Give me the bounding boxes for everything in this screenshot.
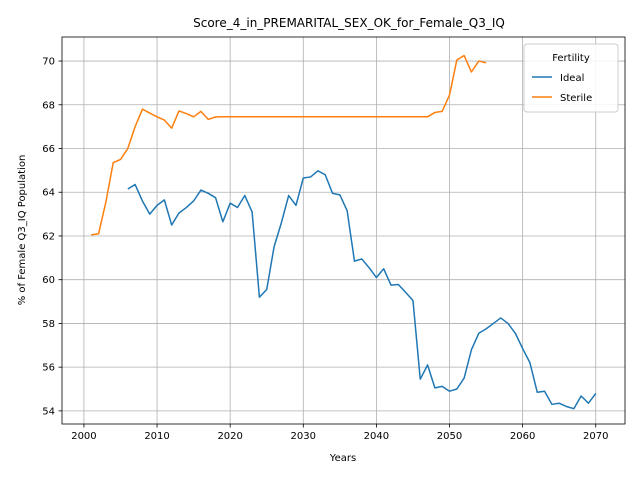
series-line-sterile xyxy=(91,54,487,236)
legend: Fertility Ideal Sterile xyxy=(523,43,619,113)
plot-frame xyxy=(61,36,626,425)
legend-label-sterile: Sterile xyxy=(560,93,592,104)
x-tick-label: 2020 xyxy=(217,431,242,442)
y-tick-label: 58 xyxy=(42,319,55,330)
legend-title: Fertility xyxy=(552,53,590,64)
y-tick-label: 68 xyxy=(42,100,55,111)
y-tick-label: 54 xyxy=(42,406,55,417)
legend-label-ideal: Ideal xyxy=(560,73,584,84)
y-tick-label: 60 xyxy=(42,275,55,286)
y-tick-label: 66 xyxy=(42,144,55,155)
x-axis-label: Years xyxy=(329,453,356,464)
legend-items: Ideal Sterile xyxy=(532,73,592,104)
x-tick-label: 2070 xyxy=(583,431,608,442)
x-tick-label: 2030 xyxy=(291,431,316,442)
x-tick-label: 2050 xyxy=(437,431,462,442)
axis-ticks: 2000 2010 2020 2030 2040 2050 2060 2070 54 56 58 60… xyxy=(42,57,608,442)
y-tick-label: 70 xyxy=(42,57,55,68)
x-tick-label: 2010 xyxy=(144,431,169,442)
chart-title: Score_4_in_PREMARITAL_SEX_OK_for_Female_… xyxy=(193,16,505,30)
y-tick-label: 64 xyxy=(42,188,55,199)
x-tick-label: 2040 xyxy=(364,431,389,442)
series-line-ideal xyxy=(127,170,597,410)
legend-box xyxy=(523,43,619,113)
y-tick-label: 56 xyxy=(42,363,55,374)
x-tick-label: 2060 xyxy=(510,431,535,442)
y-axis-label: % of Female Q3_IQ Population xyxy=(17,155,28,306)
y-tick-label: 62 xyxy=(42,231,55,242)
series-lines xyxy=(91,54,597,410)
x-tick-label: 2000 xyxy=(71,431,96,442)
